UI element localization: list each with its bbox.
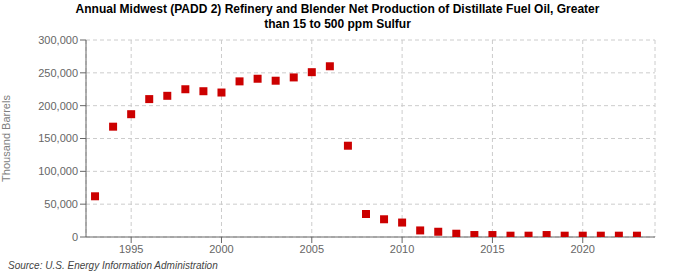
svg-text:100,000: 100,000 [38, 165, 78, 177]
svg-text:0: 0 [72, 231, 78, 243]
svg-text:2015: 2015 [480, 243, 504, 255]
svg-text:2020: 2020 [571, 243, 595, 255]
svg-text:150,000: 150,000 [38, 132, 78, 144]
svg-text:1995: 1995 [119, 243, 143, 255]
svg-text:50,000: 50,000 [44, 198, 78, 210]
html-text:Annual Midwest (PADD 2) Refine: Annual Midwest (PADD 2) Refinery and Ble… [75, 2, 600, 16]
svg-text:2005: 2005 [300, 243, 324, 255]
svg-text:2000: 2000 [209, 243, 233, 255]
html-text:Source: U.S. Energy Informatio: Source: U.S. Energy Information Administ… [8, 260, 218, 271]
svg-text:Thousand Barrels: Thousand Barrels [8, 95, 12, 182]
svg-text:2010: 2010 [390, 243, 414, 255]
svg-text:200,000: 200,000 [38, 100, 78, 112]
svg-text:300,000: 300,000 [38, 34, 78, 46]
html-text:than 15 to 500 ppm Sulfur: than 15 to 500 ppm Sulfur [264, 17, 411, 31]
svg-text:250,000: 250,000 [38, 67, 78, 79]
